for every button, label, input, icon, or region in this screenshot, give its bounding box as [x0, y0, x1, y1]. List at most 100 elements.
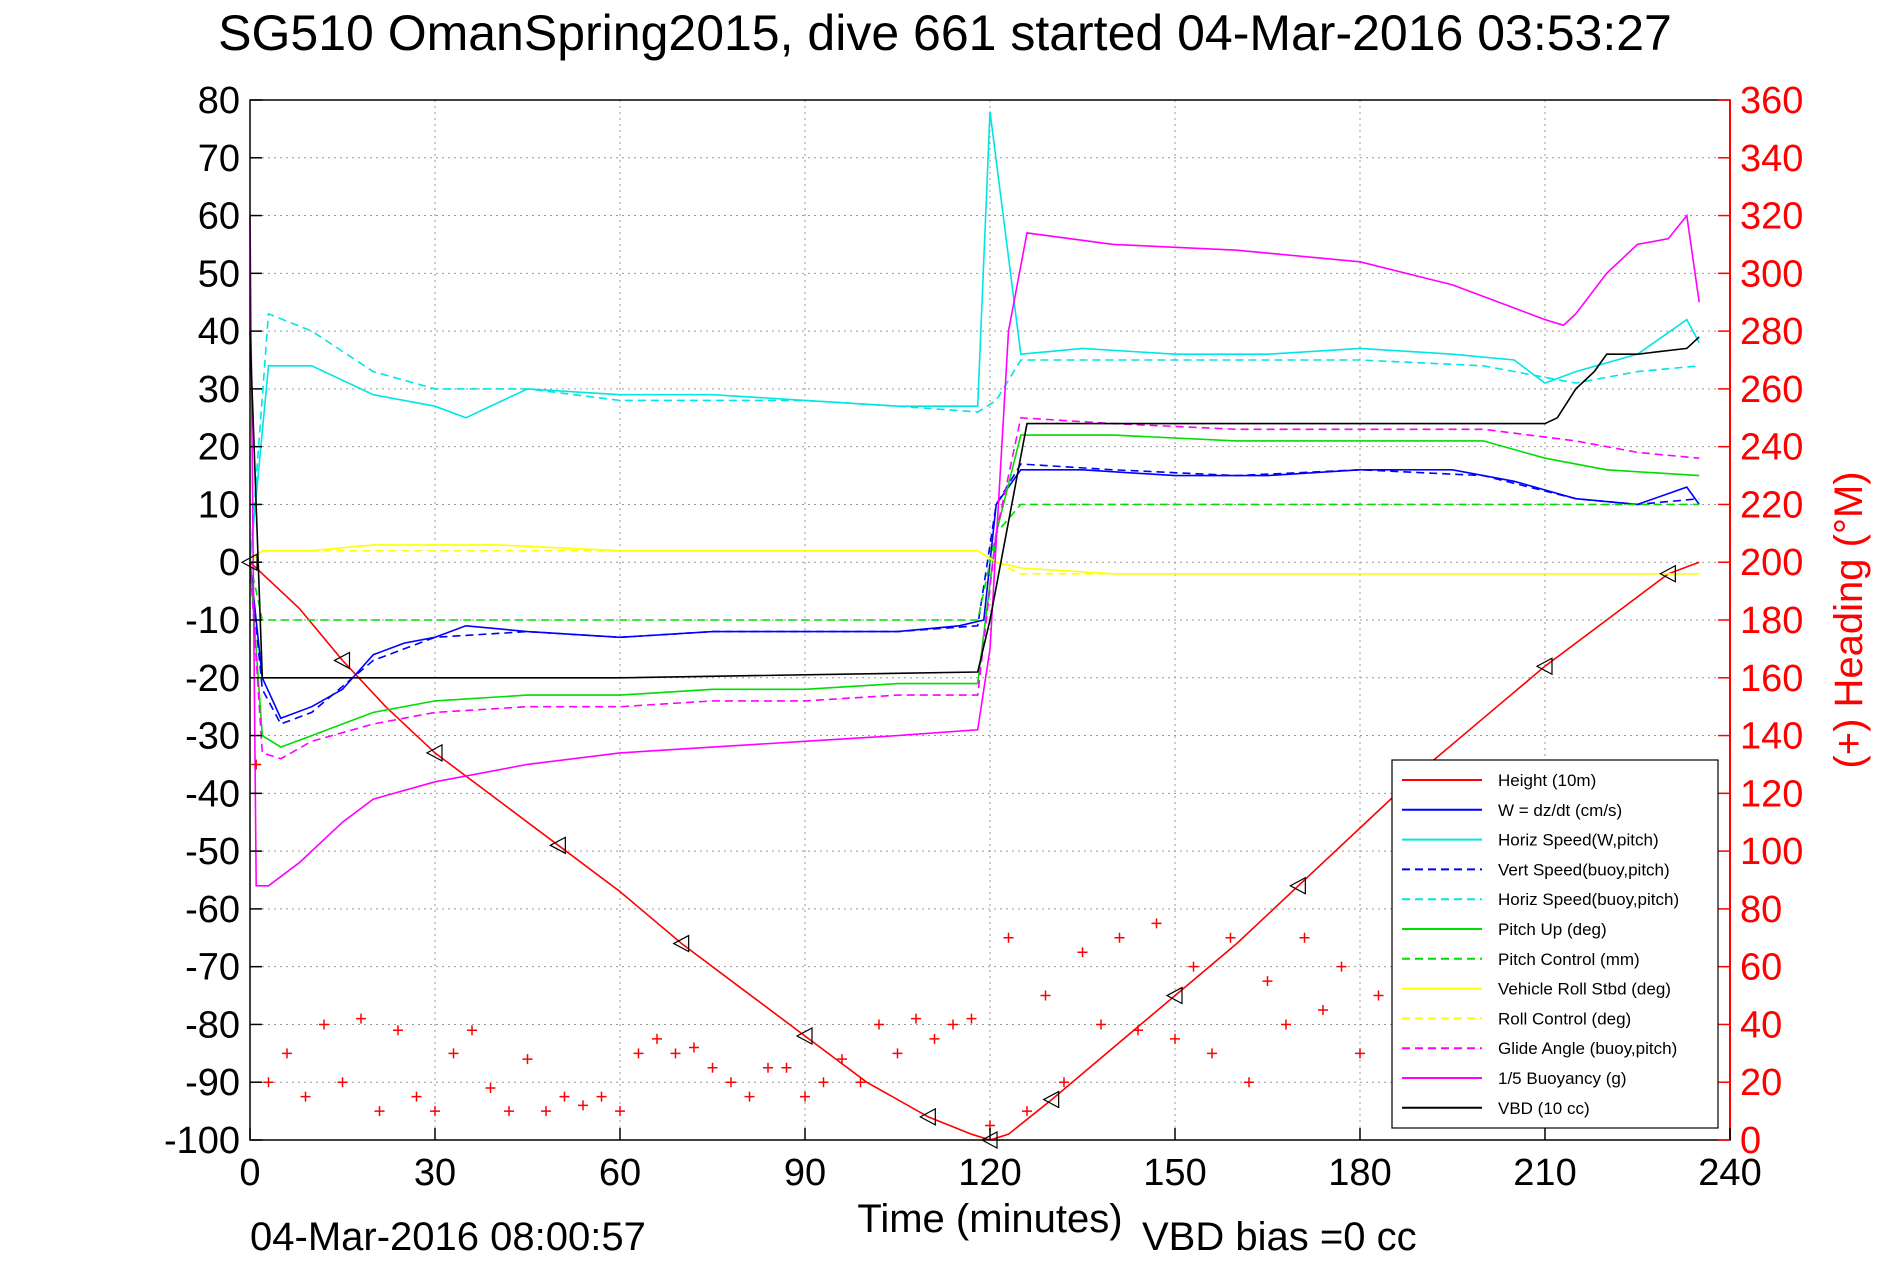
heading-point — [356, 1013, 366, 1024]
series-pitch-control-mm — [249, 503, 1700, 621]
heading-point — [448, 1048, 459, 1059]
heading-point — [1151, 918, 1162, 929]
y-tick-label: -30 — [185, 716, 240, 758]
y-tick-label: -90 — [185, 1062, 240, 1104]
heading-point — [781, 1062, 792, 1073]
y-tick-label: 70 — [198, 138, 240, 180]
legend-label: Vehicle Roll Stbd (deg) — [1498, 980, 1671, 999]
heading-point — [411, 1091, 422, 1102]
heading-point — [263, 1077, 274, 1088]
y-tick-label: -20 — [185, 658, 240, 700]
footer-timestamp: 04-Mar-2016 08:00:57 — [250, 1215, 646, 1259]
series-w-dz-dt-cm-s — [249, 468, 1700, 720]
series-roll-control-deg — [249, 549, 1700, 575]
heading-point — [1355, 1048, 1365, 1059]
heading-point — [485, 1083, 496, 1093]
heading-point — [1262, 976, 1273, 987]
x-axis-label: Time (minutes) — [857, 1197, 1122, 1241]
heading-point — [837, 1054, 847, 1065]
heading-point — [1096, 1019, 1106, 1030]
heading-point — [1336, 961, 1347, 972]
heading-point — [251, 759, 262, 770]
height-marker — [1535, 657, 1553, 676]
heading-point — [559, 1091, 570, 1102]
heading-point — [892, 1048, 903, 1059]
y2-tick-label: 320 — [1740, 196, 1803, 238]
heading-point — [1373, 990, 1384, 1001]
legend-label: W = dz/dt (cm/s) — [1498, 801, 1622, 820]
y2-tick-label: 200 — [1740, 542, 1803, 584]
y-tick-label: -70 — [185, 947, 240, 989]
y2-tick-label: 60 — [1740, 947, 1782, 989]
heading-point — [1003, 932, 1014, 943]
heading-point — [763, 1062, 773, 1073]
legend-label: Glide Angle (buoy,pitch) — [1498, 1039, 1677, 1058]
y-tick-label: 20 — [198, 427, 240, 469]
legend-box — [1391, 759, 1719, 1129]
series-vbd-10-cc — [249, 331, 1700, 679]
heading-point — [1114, 932, 1125, 943]
heading-point — [744, 1091, 755, 1102]
heading-point — [1318, 1005, 1328, 1015]
y2-tick-label: 300 — [1740, 253, 1803, 295]
y-tick-label: -10 — [185, 600, 240, 642]
y-tick-label: -40 — [185, 773, 240, 815]
heading-point — [1244, 1077, 1254, 1088]
series-1-5-buoyancy-g — [249, 213, 1700, 887]
x-tick-label: 90 — [784, 1152, 826, 1194]
heading-point — [300, 1091, 311, 1102]
y2-tick-label: 180 — [1740, 600, 1803, 642]
x-tick-label: 240 — [1698, 1152, 1761, 1194]
heading-point — [689, 1042, 699, 1053]
y2-tick-label: 140 — [1740, 716, 1803, 758]
heading-point — [1207, 1048, 1217, 1059]
series-horiz-speed-buoy-pitch — [249, 312, 1700, 563]
series-layer — [240, 111, 1700, 1149]
heading-point — [1077, 947, 1088, 958]
height-marker — [425, 743, 443, 762]
x-tick-label: 60 — [599, 1152, 641, 1194]
legend-label: Height (10m) — [1498, 771, 1596, 790]
y2-axis-label: (+) Heading (°M) — [1827, 471, 1871, 768]
heading-point — [374, 1106, 385, 1117]
heading-point — [282, 1048, 292, 1059]
legend-label: Pitch Control (mm) — [1498, 950, 1640, 969]
heading-point — [1281, 1019, 1291, 1030]
x-tick-label: 150 — [1143, 1152, 1206, 1194]
y2-tick-label: 80 — [1740, 889, 1782, 931]
heading-point — [578, 1100, 588, 1111]
heading-point — [652, 1033, 662, 1044]
y-tick-label: 60 — [198, 196, 240, 238]
heading-point — [726, 1077, 736, 1088]
y2-tick-label: 260 — [1740, 369, 1803, 411]
y-tick-label: -80 — [185, 1004, 240, 1046]
y-tick-label: -50 — [185, 831, 240, 873]
height-marker — [333, 651, 351, 670]
height-marker — [1165, 986, 1183, 1005]
heading-point — [337, 1077, 348, 1088]
y-tick-label: -60 — [185, 889, 240, 931]
height-marker — [549, 836, 566, 855]
heading-point — [615, 1106, 625, 1117]
y2-tick-label: 360 — [1740, 80, 1803, 122]
footer-vbd-bias: VBD bias =0 cc — [1142, 1215, 1417, 1259]
x-tick-label: 0 — [239, 1152, 260, 1194]
y2-tick-label: 240 — [1740, 427, 1803, 469]
heading-point — [467, 1025, 477, 1036]
y-tick-label: 0 — [219, 542, 240, 584]
heading-point — [1225, 932, 1236, 943]
height-marker — [1289, 876, 1306, 895]
height-marker — [672, 934, 690, 953]
y2-tick-label: 100 — [1740, 831, 1803, 873]
y-tick-label: 10 — [198, 484, 240, 526]
x-tick-label: 120 — [958, 1152, 1021, 1194]
legend-label: VBD (10 cc) — [1498, 1099, 1590, 1118]
heading-point — [948, 1019, 958, 1030]
legend-label: 1/5 Buoyancy (g) — [1498, 1069, 1627, 1088]
chart-title: SG510 OmanSpring2015, dive 661 started 0… — [218, 5, 1672, 61]
y-tick-label: 80 — [198, 80, 240, 122]
heading-point — [1022, 1106, 1032, 1117]
legend-label: Vert Speed(buoy,pitch) — [1498, 860, 1670, 879]
heading-point — [855, 1077, 866, 1088]
